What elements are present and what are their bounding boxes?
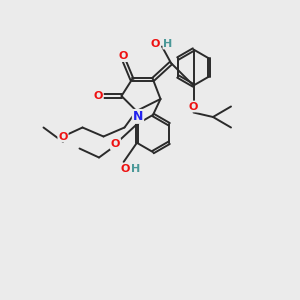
- Text: O: O: [93, 91, 103, 101]
- Text: O: O: [58, 131, 68, 142]
- Text: O: O: [120, 164, 130, 174]
- Text: O: O: [151, 38, 160, 49]
- Text: N: N: [133, 110, 143, 123]
- Text: O: O: [189, 101, 198, 112]
- Text: H: H: [164, 38, 172, 49]
- Text: O: O: [111, 139, 120, 149]
- Text: O: O: [118, 51, 128, 61]
- Text: H: H: [131, 164, 140, 174]
